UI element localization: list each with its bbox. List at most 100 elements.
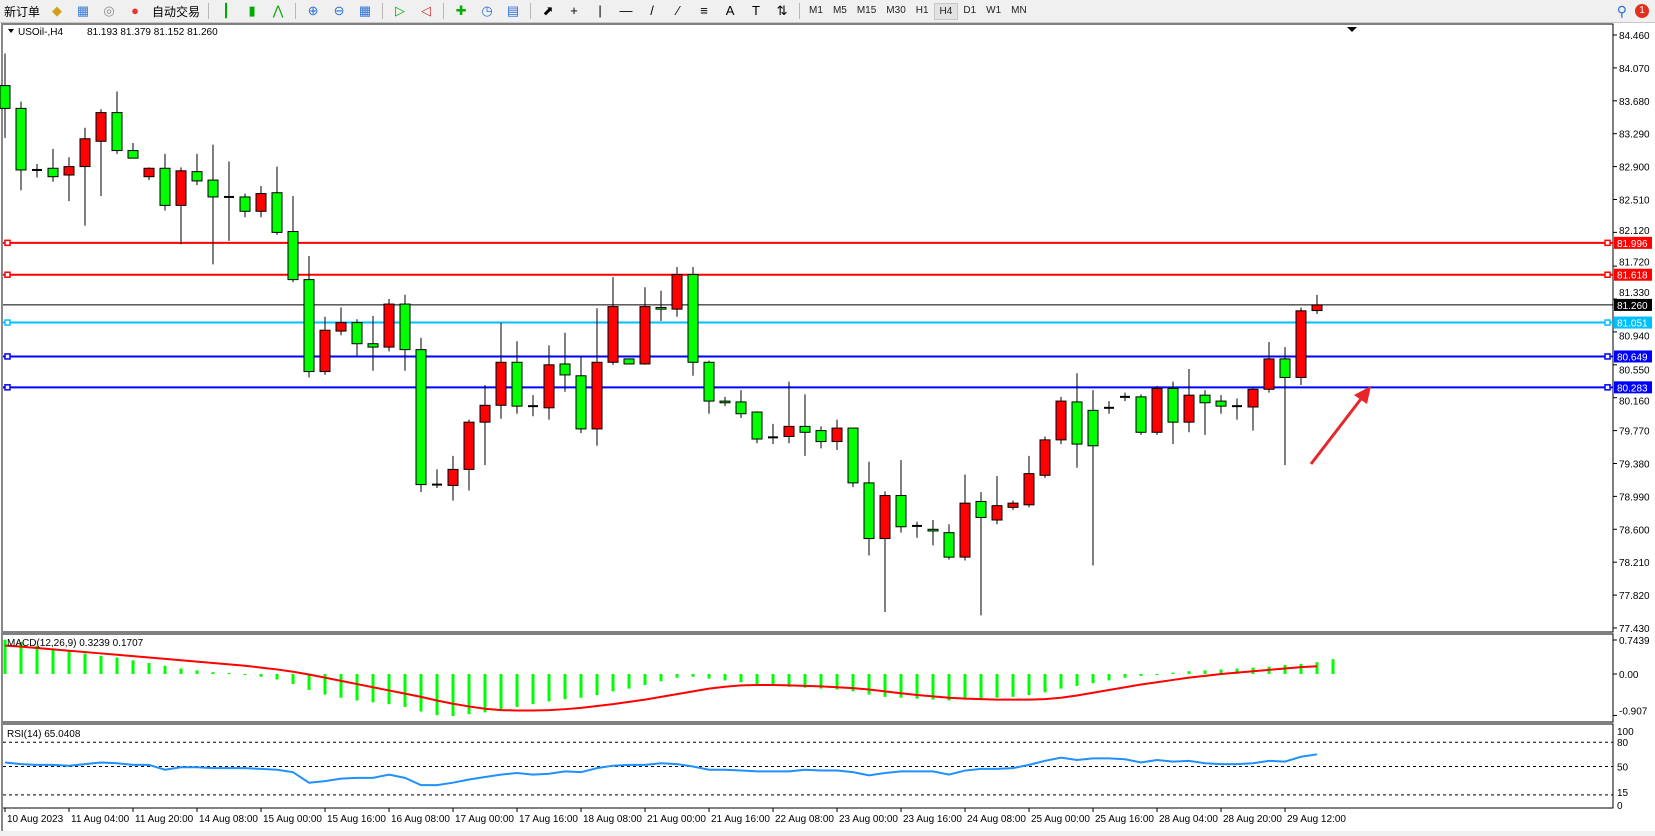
candle [271, 166, 283, 235]
bar-chart-icon[interactable]: ┃ [222, 3, 230, 18]
line-chart-icon[interactable]: ⋀ [272, 3, 284, 18]
time-tick-label: 17 Aug 00:00 [455, 814, 514, 825]
equidistant-channel-icon[interactable]: ∕ [676, 3, 680, 18]
timeframe-w1[interactable]: W1 [986, 4, 1002, 16]
toolbar-separator [799, 3, 801, 19]
timeframe-h1[interactable]: H1 [915, 4, 929, 16]
candle [415, 337, 427, 493]
trendline-icon[interactable]: / [650, 3, 654, 18]
timeframe-m1[interactable]: M1 [809, 4, 823, 16]
candle [815, 426, 827, 449]
candle-body [95, 112, 107, 142]
macd-histogram-bar [51, 648, 55, 674]
candle [303, 255, 315, 378]
candle-body [111, 112, 123, 152]
tile-windows-icon[interactable]: ▦ [358, 3, 372, 18]
candle-body [591, 361, 603, 430]
fibonacci-icon[interactable]: ≡ [700, 3, 708, 18]
cursor-icon[interactable]: ⬈ [542, 3, 554, 18]
horizontal-line-icon[interactable]: — [619, 3, 633, 18]
macd-histogram-bar [307, 674, 311, 690]
timeframe-m30[interactable]: M30 [886, 4, 906, 16]
candle [1071, 373, 1083, 468]
zoom-in-icon[interactable]: ⊕ [307, 3, 319, 18]
horizontal-line[interactable]: 80.283 [3, 381, 1652, 394]
horizontal-line[interactable]: 81.051 [3, 316, 1652, 330]
macd-pane [1, 633, 1614, 723]
arrow-head [1354, 386, 1371, 404]
rsi-tick-label: 0 [1617, 801, 1623, 812]
price-tick-label: 84.070 [1619, 64, 1650, 75]
candle [719, 396, 731, 407]
timeframe-mn[interactable]: MN [1011, 4, 1027, 16]
timeframe-m5[interactable]: M5 [832, 4, 847, 16]
templates-icon[interactable]: ▤ [506, 3, 520, 18]
candle-body [415, 349, 427, 486]
price-tick-label: 82.120 [1619, 226, 1650, 237]
line-handle [4, 353, 11, 360]
candle-body [639, 306, 651, 365]
new-order-button[interactable]: 新订单 [4, 4, 41, 19]
candle [1215, 395, 1227, 414]
macd-histogram-bar [915, 674, 919, 699]
timeframe-d1[interactable]: D1 [963, 4, 977, 16]
market-watch-icon[interactable]: ◆ [52, 3, 63, 18]
candle [687, 266, 699, 376]
macd-histogram-bar [1219, 669, 1223, 674]
indicators-icon[interactable]: ✚ [455, 3, 467, 18]
time-tick-label: 14 Aug 08:00 [199, 814, 258, 825]
candle-body [495, 361, 507, 406]
time-tick-label: 18 Aug 08:00 [583, 814, 642, 825]
candle [255, 185, 267, 218]
price-tag-label: 81.618 [1617, 271, 1648, 282]
candle [528, 395, 538, 417]
candlestick-icon[interactable]: ▮ [248, 3, 256, 18]
candle [287, 196, 299, 283]
macd-histogram-bar [451, 674, 455, 717]
candle [1183, 369, 1195, 433]
signals-icon[interactable]: ◎ [103, 3, 115, 18]
vertical-line-icon[interactable]: | [598, 3, 602, 18]
search-icon[interactable]: ⚲ [1616, 2, 1627, 19]
auto-scroll-icon[interactable]: ▷ [395, 3, 406, 18]
text-label-icon[interactable]: T [752, 3, 760, 18]
macd-histogram-bar [419, 674, 423, 712]
timeframe-m15[interactable]: M15 [856, 4, 877, 16]
horizontal-line[interactable]: 80.649 [3, 350, 1652, 363]
rsi-tick-label: 100 [1617, 727, 1634, 738]
zoom-out-icon[interactable]: ⊖ [333, 3, 345, 18]
chart-shift-icon[interactable]: ◁ [421, 3, 432, 18]
candle-body [239, 196, 251, 212]
candle [735, 390, 747, 418]
crosshair-icon[interactable]: + [570, 3, 578, 18]
macd-histogram-bar [115, 657, 119, 674]
macd-histogram-bar [563, 674, 567, 700]
text-icon[interactable]: A [725, 3, 735, 18]
candle [591, 308, 603, 446]
horizontal-line[interactable]: 81.260 [3, 298, 1652, 312]
auto-trading-icon[interactable]: ● [131, 3, 139, 18]
horizontal-line[interactable]: 81.618 [3, 268, 1652, 282]
candle-body [623, 358, 635, 365]
horizontal-line[interactable]: 81.996 [3, 236, 1652, 250]
candle [447, 455, 459, 501]
macd-histogram-bar [803, 674, 807, 688]
notification-badge[interactable]: 1 [1635, 4, 1649, 18]
candle-body [15, 107, 27, 171]
candle-body [1247, 388, 1259, 408]
candle [671, 266, 683, 317]
auto-trading-button[interactable]: 自动交易 [152, 4, 201, 19]
timeframe-h4[interactable]: H4 [933, 2, 959, 20]
time-tick-label: 21 Aug 16:00 [711, 814, 770, 825]
arrows-icon[interactable]: ⇅ [776, 3, 788, 18]
candle-body [399, 303, 411, 351]
price-tag [1614, 316, 1652, 329]
navigator-icon[interactable]: ▦ [76, 3, 90, 18]
periods-icon[interactable]: ◷ [481, 3, 493, 18]
chart-canvas[interactable]: 84.460 84.070 83.680 83.290 82.900 82.510 82.1… [0, 23, 1655, 831]
candle-body [1039, 439, 1051, 476]
macd-histogram-bar [739, 674, 743, 683]
chart-window[interactable]: 84.460 84.070 83.680 83.290 82.900 82.510 82.1… [0, 23, 1655, 831]
macd-histogram-bar [1155, 674, 1159, 675]
candle-body [1071, 401, 1083, 445]
